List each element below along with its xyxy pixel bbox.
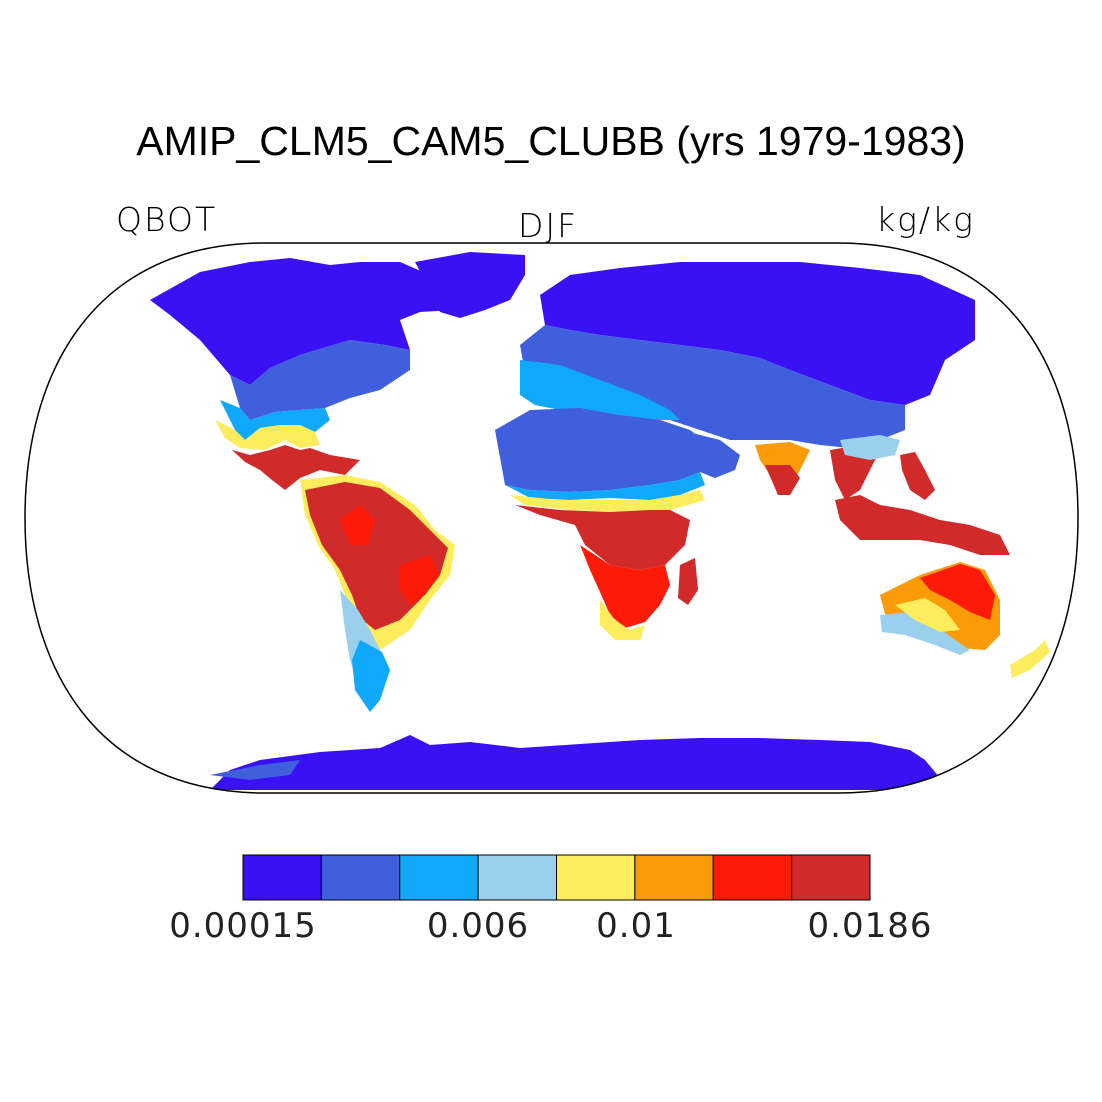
colorbar-box bbox=[791, 854, 871, 901]
sahel bbox=[505, 472, 705, 500]
australia-south bbox=[880, 612, 970, 655]
colorbar-label: 0.01 bbox=[596, 906, 676, 946]
colorbar-box bbox=[712, 854, 793, 901]
north-america-mid bbox=[230, 340, 410, 420]
patagonia-south bbox=[352, 640, 390, 712]
australia-north bbox=[920, 564, 995, 620]
globe-outline bbox=[24, 242, 1079, 794]
colorbar-box bbox=[320, 854, 401, 901]
season-label: DJF bbox=[518, 206, 579, 245]
greenland bbox=[415, 252, 525, 318]
antarctica-edge bbox=[210, 760, 300, 780]
europe-south bbox=[520, 360, 680, 420]
north-africa bbox=[495, 408, 720, 492]
brazil-highlands bbox=[400, 555, 440, 605]
antarctica bbox=[210, 735, 950, 790]
colorbar-label: 0.006 bbox=[426, 906, 530, 946]
plot-title: AMIP_CLM5_CAM5_CLUBB (yrs 1979-1983) bbox=[136, 118, 966, 164]
colorbar-box bbox=[242, 854, 322, 901]
map-fill-layer bbox=[150, 252, 1050, 790]
colorbar-box bbox=[634, 854, 714, 901]
central-america bbox=[232, 445, 360, 490]
eurasia-mid bbox=[520, 325, 905, 448]
south-china bbox=[840, 435, 900, 460]
sahel-yellow bbox=[510, 490, 705, 512]
colorbar-label: 0.00015 bbox=[169, 906, 317, 946]
southern-africa bbox=[580, 545, 670, 628]
south-africa-coast bbox=[600, 600, 645, 640]
colorbar-box bbox=[477, 854, 557, 901]
colorbar-label: 0.0186 bbox=[807, 906, 933, 946]
north-america-south bbox=[220, 400, 330, 440]
central-africa bbox=[515, 505, 690, 570]
indonesia bbox=[835, 495, 1010, 555]
madagascar bbox=[678, 558, 698, 605]
colorbar-box bbox=[556, 854, 636, 901]
colorbar-box bbox=[399, 854, 479, 901]
arabia bbox=[680, 430, 740, 478]
units-label: kg/kg bbox=[876, 200, 975, 239]
australia-desert bbox=[895, 598, 960, 632]
mexico bbox=[215, 420, 320, 450]
india-south bbox=[765, 465, 800, 495]
new-zealand bbox=[1010, 640, 1050, 678]
north-america-north bbox=[150, 258, 455, 385]
variable-label: QBOT bbox=[116, 200, 218, 239]
colorbar bbox=[242, 854, 871, 901]
eurasia-north bbox=[540, 262, 975, 405]
south-america-mid bbox=[340, 505, 375, 545]
philippines bbox=[900, 452, 935, 500]
